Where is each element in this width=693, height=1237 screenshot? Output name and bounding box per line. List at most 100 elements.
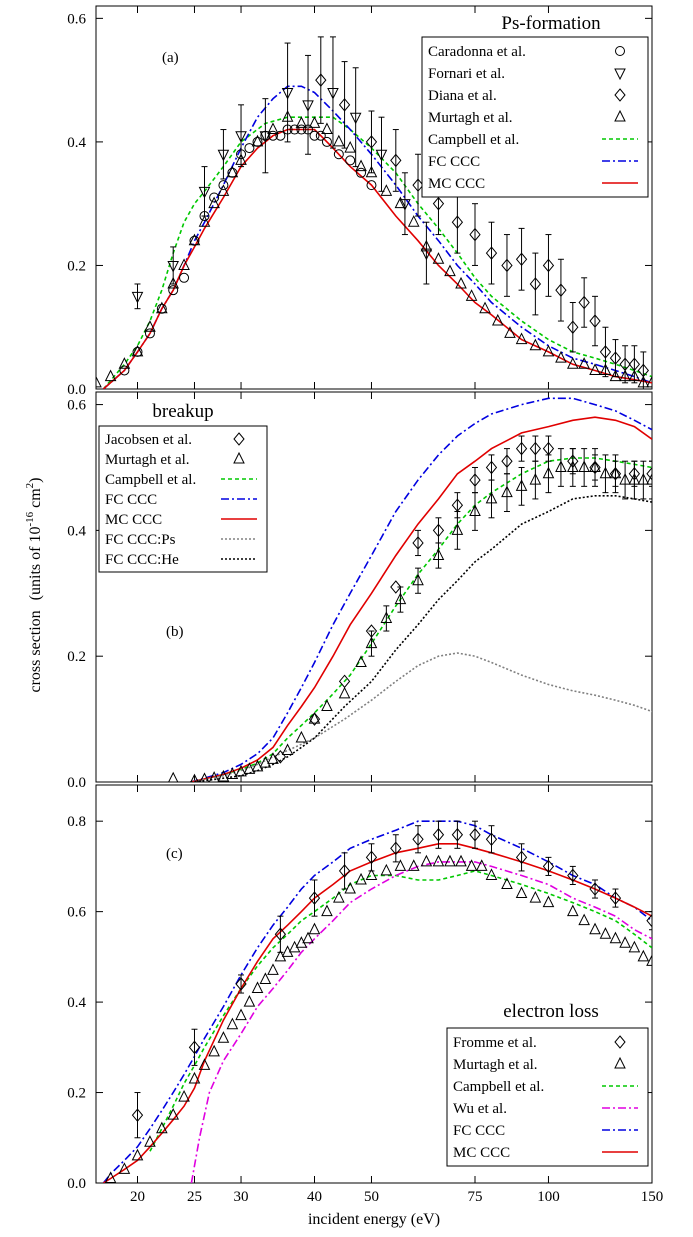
data-point — [501, 485, 513, 498]
data-point — [259, 972, 272, 984]
y-tick-label: 0.4 — [67, 995, 86, 1011]
data-point — [338, 98, 351, 112]
data-point — [501, 454, 513, 468]
data-point — [321, 136, 332, 147]
data-point — [465, 289, 478, 301]
data-point — [628, 940, 641, 953]
y-tick-label: 0.2 — [67, 649, 86, 665]
y-tick-label: 0.8 — [67, 814, 86, 830]
y-axis-units-sq: 2 — [24, 483, 36, 489]
y-axis-title-main: cross section — [27, 610, 44, 692]
data-point — [321, 699, 333, 712]
data-point — [646, 954, 652, 966]
series-line — [102, 116, 652, 389]
data-point — [244, 143, 255, 154]
data-point — [259, 756, 272, 768]
data-point — [251, 759, 264, 772]
plot-frame — [95, 784, 653, 1184]
data-point — [243, 762, 256, 774]
data-point — [355, 872, 367, 885]
data-point — [578, 357, 590, 369]
data-point — [198, 1058, 211, 1070]
legend-box — [446, 1027, 649, 1167]
data-point — [167, 1108, 179, 1120]
data-point — [198, 186, 211, 199]
legend: Fromme et al. Murtagh et al. Campbell et a… — [446, 1027, 649, 1167]
data-point — [390, 153, 402, 168]
data-point — [168, 771, 179, 782]
series-line — [190, 861, 652, 1183]
data-point — [589, 460, 601, 472]
data-point — [198, 215, 211, 227]
data-point — [217, 769, 230, 782]
legend-label: FC CCC — [105, 492, 157, 508]
y-tick-label: 0.0 — [67, 1176, 86, 1192]
data-point — [637, 949, 650, 962]
data-point — [375, 149, 388, 162]
data-point — [555, 283, 567, 297]
data-point — [609, 466, 622, 479]
data-point — [104, 369, 117, 382]
plot-area — [102, 820, 652, 1183]
data-point — [144, 328, 155, 339]
data-point — [380, 611, 393, 623]
data-point — [295, 116, 308, 128]
data-point — [469, 473, 481, 487]
y-tick-label: 0.6 — [67, 905, 86, 921]
data-point — [338, 686, 351, 699]
data-point — [333, 149, 344, 160]
data-point — [188, 233, 201, 246]
data-point — [412, 832, 424, 847]
data-point — [412, 178, 424, 192]
y-tick-label: 0.4 — [67, 523, 86, 539]
legend-marker-swatch — [615, 46, 625, 56]
data-point — [515, 441, 528, 456]
legend-label: Fromme et al. — [453, 1035, 537, 1051]
data-point — [515, 332, 528, 345]
data-point — [365, 868, 378, 880]
legend-label: MC CCC — [428, 176, 485, 192]
data-point — [178, 1089, 190, 1102]
data-point — [380, 184, 393, 196]
data-point — [451, 215, 464, 229]
data-point — [444, 264, 456, 277]
plot-frame — [95, 391, 653, 783]
x-tick-label: 150 — [641, 1189, 664, 1205]
data-point — [515, 252, 528, 267]
data-point — [542, 859, 555, 874]
plot-frame — [95, 5, 653, 390]
data-point — [599, 466, 612, 479]
legend-label: Campbell et al. — [453, 1079, 544, 1095]
data-point — [555, 350, 567, 363]
data-point — [646, 472, 652, 485]
data-point — [308, 711, 321, 724]
data-point — [309, 130, 320, 141]
data-point — [485, 491, 498, 504]
data-point — [131, 344, 144, 357]
data-point — [529, 890, 542, 903]
legend-label: Murtagh et al. — [453, 1057, 538, 1073]
data-point — [542, 344, 555, 357]
data-point — [529, 441, 542, 456]
data-point — [637, 375, 650, 388]
series-line — [102, 820, 652, 1183]
series-points — [131, 36, 433, 310]
data-point — [432, 854, 445, 867]
data-point — [156, 1121, 168, 1134]
data-point — [407, 859, 420, 871]
data-point — [567, 320, 579, 335]
panel-title: electron loss — [503, 1001, 599, 1022]
data-point — [609, 891, 622, 905]
y-tick-label: 0.6 — [67, 11, 86, 27]
data-point — [218, 180, 229, 191]
data-point — [451, 523, 464, 535]
data-point — [566, 904, 579, 917]
legend-marker-swatch — [233, 432, 245, 446]
data-point — [365, 165, 378, 178]
legend-label: Fornari et al. — [428, 66, 505, 82]
data-point — [515, 850, 528, 865]
x-tick-label: 30 — [234, 1189, 249, 1205]
data-point — [475, 859, 488, 871]
data-point — [589, 363, 601, 375]
